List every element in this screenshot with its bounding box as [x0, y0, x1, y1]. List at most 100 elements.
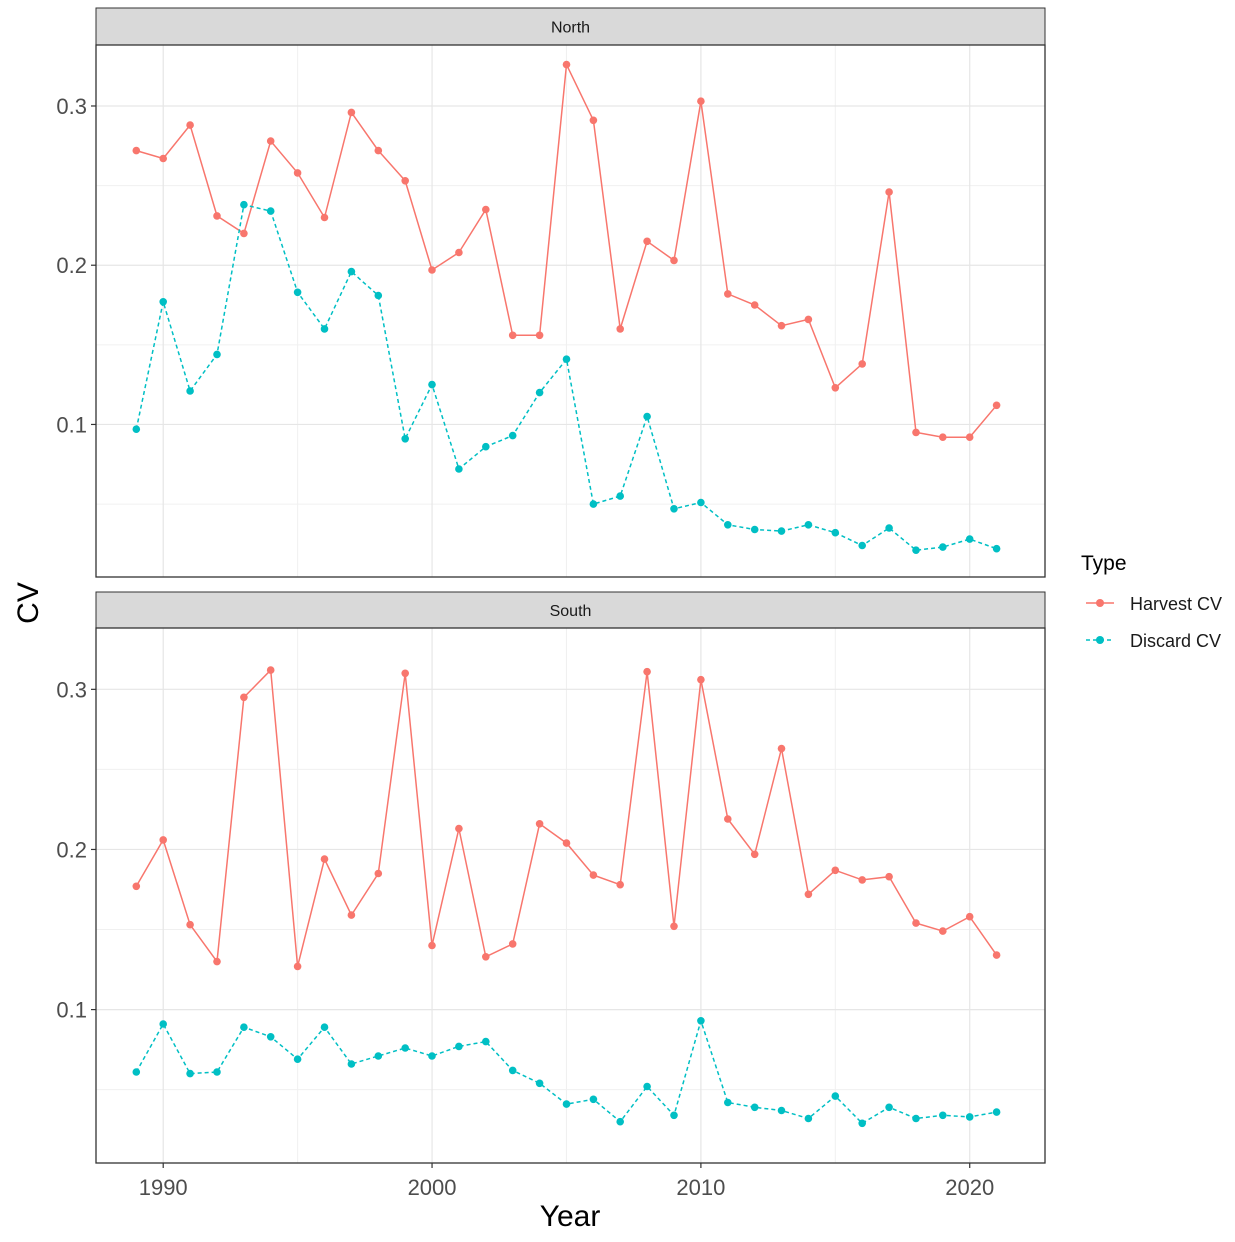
- data-point-discard: [750, 525, 759, 534]
- data-point-harvest: [939, 433, 947, 442]
- data-point-harvest: [159, 836, 167, 844]
- series-line-discard: [135, 203, 997, 551]
- data-point-discard: [589, 1095, 598, 1104]
- data-point-discard: [401, 435, 410, 443]
- series-discard-south: [132, 1017, 1001, 1128]
- data-point-discard: [266, 1033, 275, 1041]
- data-point-discard: [643, 412, 651, 421]
- data-point-discard: [697, 498, 705, 507]
- panel-south: South 0.1 0.2 0.3 1990 2000 2010 2020: [56, 591, 1046, 1200]
- data-point-harvest: [132, 882, 141, 891]
- legend-label-harvest: Harvest CV: [1130, 594, 1222, 614]
- data-point-discard: [562, 1100, 571, 1108]
- data-point-discard: [482, 1037, 490, 1046]
- data-point-discard: [132, 425, 141, 434]
- data-point-harvest: [831, 384, 840, 392]
- data-point-discard: [885, 524, 893, 532]
- data-point-discard: [293, 1055, 302, 1063]
- x-axis-title: Year: [540, 1200, 601, 1233]
- strip-label-south: South: [550, 603, 592, 620]
- data-point-harvest: [562, 60, 571, 69]
- data-point-discard: [724, 521, 732, 529]
- data-point-discard: [992, 1108, 1001, 1116]
- data-point-discard: [347, 267, 356, 276]
- data-point-harvest: [885, 188, 893, 196]
- data-point-discard: [589, 500, 598, 508]
- data-point-harvest: [858, 876, 866, 884]
- data-point-discard: [401, 1044, 410, 1052]
- data-point-discard: [777, 527, 786, 535]
- data-point-discard: [804, 1114, 813, 1123]
- strip-north: [95, 7, 1046, 46]
- data-point-discard: [347, 1060, 356, 1068]
- data-point-harvest: [482, 953, 490, 961]
- data-point-harvest: [965, 912, 974, 921]
- plot-area-north: [96, 45, 1045, 577]
- y-axis-title: CV: [12, 582, 45, 624]
- panel-north: North 0.1 0.2 0.3: [56, 7, 1046, 578]
- data-point-harvest: [374, 869, 383, 878]
- data-point-discard: [508, 431, 517, 440]
- strip-label-north: North: [551, 20, 590, 37]
- data-point-discard: [670, 505, 678, 513]
- data-point-harvest: [965, 433, 974, 442]
- data-point-harvest: [912, 428, 920, 437]
- data-point-harvest: [535, 331, 544, 340]
- data-point-harvest: [428, 941, 436, 950]
- data-point-discard: [562, 355, 571, 364]
- data-point-discard: [912, 546, 920, 554]
- data-point-harvest: [159, 154, 167, 163]
- data-point-harvest: [266, 137, 275, 145]
- legend-label-discard: Discard CV: [1130, 631, 1221, 651]
- data-point-discard: [266, 207, 275, 215]
- data-point-harvest: [293, 169, 302, 177]
- legend-key-harvest-point: [1096, 599, 1104, 607]
- data-point-discard: [965, 1113, 974, 1121]
- series-harvest-south: [132, 666, 1001, 971]
- strip-south: [95, 591, 1046, 629]
- data-point-harvest: [885, 872, 893, 881]
- data-point-harvest: [320, 213, 329, 222]
- data-point-discard: [777, 1106, 786, 1115]
- data-point-harvest: [455, 248, 463, 257]
- data-point-discard: [186, 387, 194, 395]
- y-tick-label: 0.2: [56, 837, 87, 862]
- data-point-harvest: [562, 839, 571, 847]
- data-point-discard: [750, 1103, 759, 1112]
- data-point-discard: [643, 1082, 651, 1091]
- data-point-discard: [508, 1066, 517, 1075]
- data-point-discard: [240, 1023, 248, 1031]
- data-point-harvest: [992, 951, 1001, 959]
- x-tick-label: 2020: [945, 1175, 994, 1200]
- data-point-harvest: [240, 693, 248, 702]
- data-point-discard: [804, 521, 813, 529]
- data-point-harvest: [777, 744, 786, 753]
- panels-layer: North 0.1 0.2 0.3 South 0.1 0.2 0.3 1990 2000 2010…: [56, 7, 1046, 1200]
- data-point-harvest: [482, 205, 490, 214]
- data-point-discard: [159, 1020, 167, 1028]
- data-point-harvest: [508, 331, 517, 340]
- x-tick-label: 2010: [676, 1175, 725, 1200]
- panel-border-south: [95, 627, 1046, 1164]
- data-point-harvest: [643, 667, 651, 676]
- data-point-discard: [858, 1119, 866, 1128]
- panel-border-north: [95, 44, 1046, 578]
- data-point-harvest: [347, 911, 356, 919]
- x-tick-label: 2000: [408, 1175, 457, 1200]
- data-point-harvest: [320, 855, 329, 863]
- legend: Type Harvest CV Discard CV: [1081, 552, 1222, 651]
- data-point-discard: [293, 288, 302, 297]
- data-point-harvest: [213, 957, 221, 966]
- data-point-harvest: [831, 866, 840, 875]
- data-point-harvest: [374, 146, 383, 155]
- data-point-discard: [320, 325, 329, 333]
- data-point-harvest: [616, 325, 624, 333]
- data-point-discard: [616, 1117, 624, 1126]
- data-point-discard: [428, 1052, 436, 1060]
- data-point-discard: [213, 1068, 221, 1076]
- legend-item-harvest: Harvest CV: [1086, 594, 1222, 614]
- data-point-harvest: [616, 880, 624, 889]
- data-point-harvest: [508, 940, 517, 948]
